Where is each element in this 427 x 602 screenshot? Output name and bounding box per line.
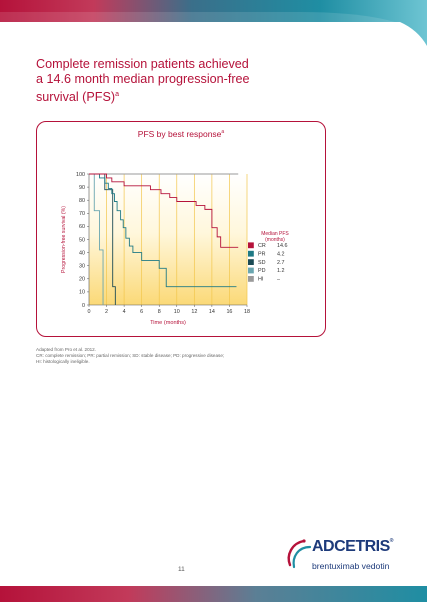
y-tick-label: 50: [79, 237, 85, 243]
logo-subtitle: brentuximab vedotin: [312, 561, 389, 571]
title-superscript: a: [115, 91, 119, 98]
legend-swatch-sd: [248, 259, 254, 265]
x-tick-label: 18: [244, 309, 250, 315]
title-line-2: a 14.6 month median progression-free: [36, 72, 366, 87]
footnotes: Adapted from Pro et al. 2012. CR: comple…: [36, 347, 336, 366]
legend-swatch-cr: [248, 242, 254, 248]
footer-band: [0, 583, 427, 602]
x-tick-label: 8: [158, 309, 161, 315]
x-tick-label: 2: [105, 309, 108, 315]
y-axis-label: Progression-free survival (%): [61, 206, 67, 273]
y-tick-label: 100: [76, 172, 85, 178]
title-line-1: Complete remission patients achieved: [36, 57, 366, 72]
legend-label-hi: HI: [258, 277, 263, 283]
x-axis-label: Time (months): [150, 320, 186, 326]
legend-median-pd: 1.2: [277, 268, 285, 274]
page-title: Complete remission patients achieved a 1…: [36, 57, 366, 105]
y-tick-label: 20: [79, 277, 85, 283]
y-tick-label: 0: [82, 303, 85, 309]
x-tick-label: 6: [140, 309, 143, 315]
legend-swatch-hi: [248, 276, 254, 282]
y-tick-label: 10: [79, 290, 85, 296]
title-line-3: survival (PFS)a: [36, 87, 366, 105]
legend-label-pd: PD: [258, 268, 266, 274]
y-tick-label: 90: [79, 185, 85, 191]
y-tick-label: 80: [79, 198, 85, 204]
legend-median-hi: –: [277, 277, 280, 283]
legend-label-sd: SD: [258, 260, 266, 266]
logo-registered: ®: [390, 538, 393, 544]
header-band: [0, 0, 427, 52]
logo-wordmark-text: ADCETRIS: [312, 538, 390, 555]
x-tick-label: 12: [191, 309, 197, 315]
legend-median-pr: 4.2: [277, 251, 285, 257]
y-tick-label: 70: [79, 211, 85, 217]
legend-swatch-pd: [248, 268, 254, 274]
x-tick-label: 14: [209, 309, 215, 315]
logo-wordmark: ADCETRIS®: [312, 538, 393, 556]
legend-swatch-pr: [248, 251, 254, 257]
y-tick-label: 40: [79, 250, 85, 256]
legend-median-cr: 14.6: [277, 243, 288, 249]
legend-label-pr: PR: [258, 251, 266, 257]
page-number: 11: [178, 566, 185, 573]
legend-label-cr: CR: [258, 243, 266, 249]
title-line-3-text: survival (PFS): [36, 90, 115, 104]
footnote-hi: HI: histologically ineligible.: [36, 359, 336, 365]
x-tick-label: 10: [174, 309, 180, 315]
x-tick-label: 4: [123, 309, 126, 315]
legend-median-sd: 2.7: [277, 260, 285, 266]
x-tick-label: 0: [88, 309, 91, 315]
y-tick-label: 60: [79, 224, 85, 230]
adcetris-logo: ADCETRIS® brentuximab vedotin: [282, 531, 412, 579]
logo-swirl-icon: [284, 537, 314, 571]
y-tick-label: 30: [79, 264, 85, 270]
pfs-chart-panel: PFS by best responsea 0 10 20 30 40 50 60 70 80 9…: [36, 121, 326, 337]
x-tick-label: 16: [226, 309, 232, 315]
